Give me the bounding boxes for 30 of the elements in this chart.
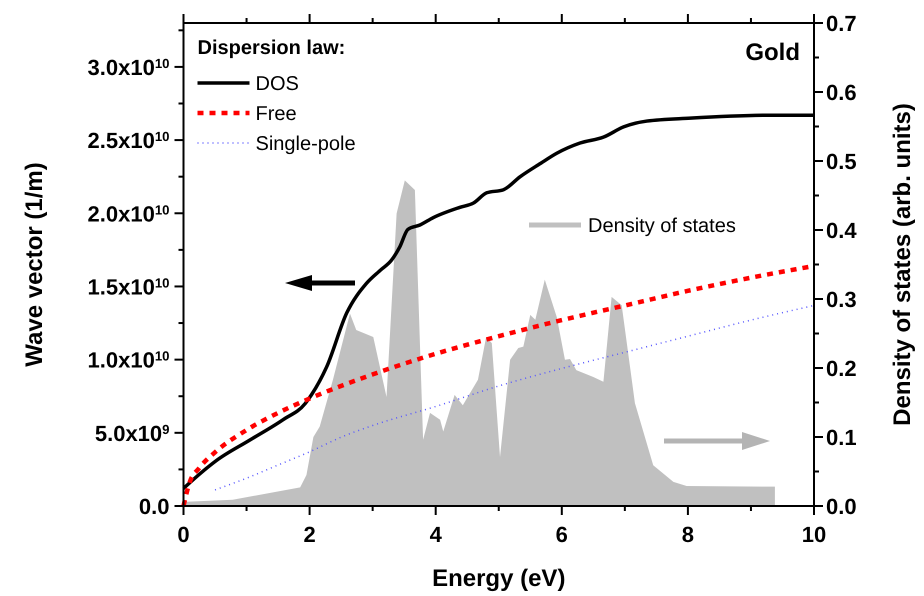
y-tick-label: 3.0x10$^{10}$ [88,54,170,80]
y2-tick-label: 0.0 [826,494,857,519]
y2-tick-label: 0.4 [826,218,858,243]
legend-label: Density of states [588,215,736,237]
x-tick-label: 8 [682,522,694,547]
legend-label: Single-pole [256,133,356,155]
y-tick-label: 1.0x10$^{10}$ [88,348,170,373]
y2-tick-label: 0.5 [826,149,857,174]
y-axis-title: Wave vector (1/m) [21,162,48,367]
legend-label: DOS [256,73,299,95]
x-tick-label: 0 [177,522,190,547]
y2-tick-label: 0.1 [826,425,857,450]
legend-label: Free [256,103,297,125]
y2-tick-label: 0.7 [826,11,857,36]
y-tick-label: 1.5x10$^{10}$ [88,274,170,300]
x-tick-label: 6 [556,522,568,547]
y-tick-label: 2.0x10$^{10}$ [88,201,170,226]
y2-tick-label: 0.6 [826,80,857,105]
y-tick-label: 2.5x10$^{10}$ [88,128,170,154]
x-axis-title: Energy (eV) [432,565,566,592]
y2-axis-title: Density of states (arb. units) [889,103,916,426]
legend-title: Dispersion law: [198,37,346,59]
y-tick-label: 5.0x10$^{9}$ [94,420,170,446]
x-tick-label: 4 [430,522,443,547]
y2-tick-label: 0.2 [826,356,857,381]
y-tick-label: 0.0 [138,494,170,519]
x-tick-label: 2 [303,522,316,547]
annotation: Gold [745,39,800,66]
y2-tick-label: 0.3 [826,287,857,312]
x-tick-label: 10 [802,522,826,547]
